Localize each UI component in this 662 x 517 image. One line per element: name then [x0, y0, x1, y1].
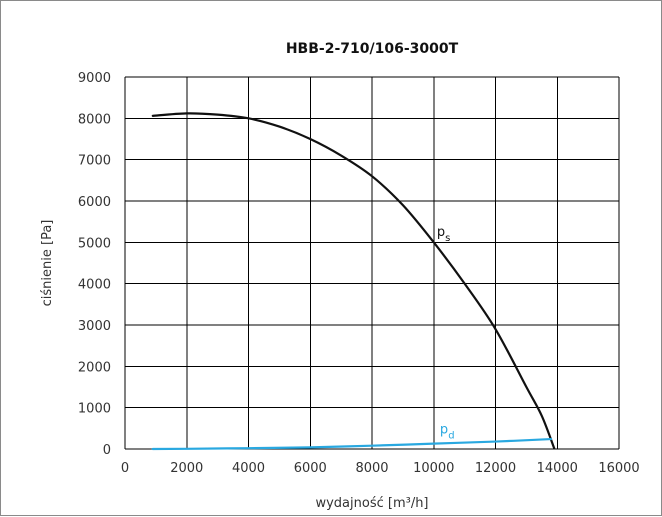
- y-tick-label: 5000: [78, 236, 111, 251]
- y-tick-labels: 0 1000 2000 3000 4000 5000 6000 7000 8000 9000: [78, 71, 111, 458]
- chart-title: HBB-2-710/106-3000T: [286, 41, 459, 57]
- y-tick-label: 0: [103, 443, 111, 458]
- x-tick-label: 10000: [413, 461, 454, 476]
- x-tick-label: 2000: [170, 461, 203, 476]
- y-tick-label: 6000: [78, 195, 111, 210]
- x-tick-label: 6000: [294, 461, 327, 476]
- y-tick-label: 3000: [78, 319, 111, 334]
- y-tick-label: 4000: [78, 278, 111, 293]
- y-tick-label: 9000: [78, 71, 111, 86]
- y-tick-label: 7000: [78, 154, 111, 169]
- series-line-ps: [151, 112, 556, 450]
- y-tick-label: 8000: [78, 112, 111, 127]
- series-label-sub: d: [448, 430, 454, 441]
- series-label-main: p: [440, 422, 448, 437]
- grid-lines: [124, 76, 620, 450]
- series-label-ps: ps: [437, 225, 450, 244]
- x-tick-label: 14000: [537, 461, 578, 476]
- x-tick-label: 0: [121, 461, 129, 476]
- x-tick-label: 12000: [475, 461, 516, 476]
- series-label-main: p: [437, 225, 445, 240]
- y-axis-label: ciśnienie [Pa]: [40, 220, 55, 307]
- x-tick-labels: 0 2000 4000 6000 8000 10000 12000 14000 16000: [121, 461, 640, 476]
- x-tick-label: 16000: [598, 461, 639, 476]
- y-tick-label: 2000: [78, 360, 111, 375]
- series-line-pd: [151, 437, 553, 451]
- x-axis-label: wydajność [m³/h]: [315, 496, 428, 511]
- x-tick-label: 8000: [355, 461, 388, 476]
- series-label-sub: s: [445, 233, 450, 244]
- series-label-pd: pd: [440, 422, 455, 441]
- x-tick-label: 4000: [232, 461, 265, 476]
- y-tick-label: 1000: [78, 402, 111, 417]
